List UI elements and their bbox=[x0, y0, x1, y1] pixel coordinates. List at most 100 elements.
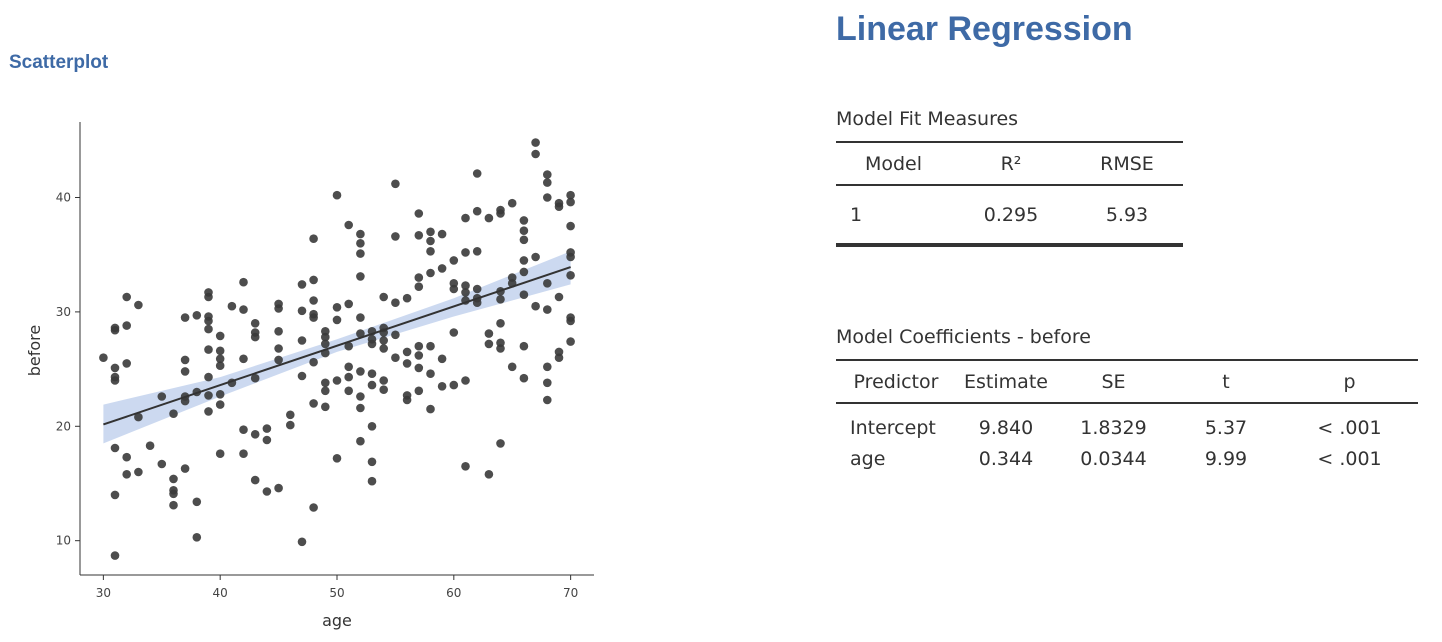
data-point bbox=[461, 248, 470, 257]
data-point bbox=[274, 483, 283, 493]
data-point bbox=[391, 353, 400, 362]
data-point bbox=[543, 178, 552, 187]
data-point bbox=[496, 319, 505, 328]
data-point bbox=[204, 345, 213, 354]
data-point bbox=[180, 396, 190, 406]
data-point bbox=[262, 424, 272, 433]
data-point bbox=[169, 489, 178, 499]
scatterplot-heading: Scatterplot bbox=[9, 52, 109, 73]
data-point bbox=[239, 449, 248, 459]
data-point bbox=[426, 268, 435, 278]
data-point bbox=[309, 234, 318, 243]
data-point bbox=[122, 292, 131, 302]
data-point bbox=[192, 497, 202, 507]
data-point bbox=[356, 367, 365, 376]
data-point bbox=[250, 332, 260, 342]
data-point bbox=[566, 252, 575, 262]
data-point bbox=[145, 441, 155, 451]
data-point bbox=[122, 452, 131, 462]
y-tick-label: 40 bbox=[56, 191, 71, 205]
data-point bbox=[356, 329, 365, 338]
analysis-title: Linear Regression bbox=[836, 10, 1133, 48]
data-point bbox=[402, 395, 412, 405]
data-point bbox=[507, 198, 517, 208]
model-coefficients-table: Predictor Estimate SE t p Intercept 9.84… bbox=[836, 359, 1418, 477]
data-point bbox=[215, 400, 225, 409]
data-point bbox=[426, 247, 435, 256]
cell-model: 1 bbox=[850, 203, 863, 226]
data-point bbox=[204, 391, 213, 400]
column-header-model: Model bbox=[864, 152, 923, 175]
data-point bbox=[204, 324, 213, 334]
data-point bbox=[379, 385, 389, 395]
data-point bbox=[379, 344, 389, 353]
data-point bbox=[122, 470, 131, 479]
data-point bbox=[519, 267, 529, 277]
data-point bbox=[566, 316, 575, 326]
data-point bbox=[543, 170, 552, 179]
data-point bbox=[437, 354, 447, 364]
data-point bbox=[215, 390, 225, 399]
data-point bbox=[484, 339, 494, 349]
data-point bbox=[531, 252, 540, 262]
data-point bbox=[379, 376, 389, 385]
table-row: 1 0.295 5.93 bbox=[836, 185, 1183, 245]
data-point bbox=[356, 313, 365, 322]
data-point bbox=[391, 298, 400, 307]
data-point bbox=[356, 229, 365, 239]
data-point bbox=[110, 363, 120, 373]
data-point bbox=[414, 351, 424, 360]
data-point bbox=[531, 138, 540, 147]
data-point bbox=[356, 436, 365, 446]
data-point bbox=[461, 288, 470, 297]
data-point bbox=[426, 404, 435, 414]
data-point bbox=[414, 363, 424, 373]
data-point bbox=[204, 316, 213, 326]
data-point bbox=[519, 226, 529, 235]
data-point bbox=[484, 470, 494, 479]
data-point bbox=[110, 551, 120, 560]
x-tick-label: 70 bbox=[563, 586, 578, 600]
data-point bbox=[344, 299, 354, 309]
data-point bbox=[437, 382, 447, 391]
data-point bbox=[484, 213, 494, 223]
data-point bbox=[519, 216, 529, 225]
data-point bbox=[402, 293, 412, 303]
data-point bbox=[367, 339, 377, 349]
data-point bbox=[543, 305, 552, 314]
data-point bbox=[344, 341, 354, 351]
data-point bbox=[239, 425, 248, 435]
data-point bbox=[169, 474, 178, 484]
data-point bbox=[134, 412, 143, 422]
data-point bbox=[215, 346, 225, 356]
y-axis-label: before bbox=[25, 325, 44, 377]
data-point bbox=[180, 355, 190, 365]
data-point bbox=[321, 386, 330, 396]
data-point bbox=[566, 190, 575, 200]
data-point bbox=[391, 179, 400, 189]
cell-p: < .001 bbox=[1317, 447, 1382, 470]
cell-predictor: age bbox=[850, 447, 886, 470]
data-point bbox=[496, 295, 505, 304]
y-tick-label: 30 bbox=[56, 305, 71, 319]
x-axis-label: age bbox=[322, 611, 352, 630]
data-point bbox=[426, 227, 435, 237]
data-point bbox=[543, 378, 552, 388]
data-point bbox=[449, 380, 459, 390]
cell-se: 0.0344 bbox=[1080, 447, 1147, 470]
data-point bbox=[379, 292, 389, 302]
data-point bbox=[309, 313, 318, 322]
data-point bbox=[414, 231, 424, 240]
data-point bbox=[192, 533, 202, 542]
x-tick-label: 60 bbox=[446, 586, 461, 600]
data-point bbox=[367, 369, 377, 379]
data-point bbox=[215, 449, 225, 459]
data-point bbox=[344, 386, 354, 396]
data-point bbox=[250, 373, 260, 383]
data-point bbox=[414, 386, 424, 396]
data-point bbox=[356, 239, 365, 248]
data-point bbox=[250, 430, 260, 439]
data-point bbox=[496, 209, 505, 218]
data-point bbox=[321, 339, 330, 349]
data-point bbox=[566, 337, 575, 346]
